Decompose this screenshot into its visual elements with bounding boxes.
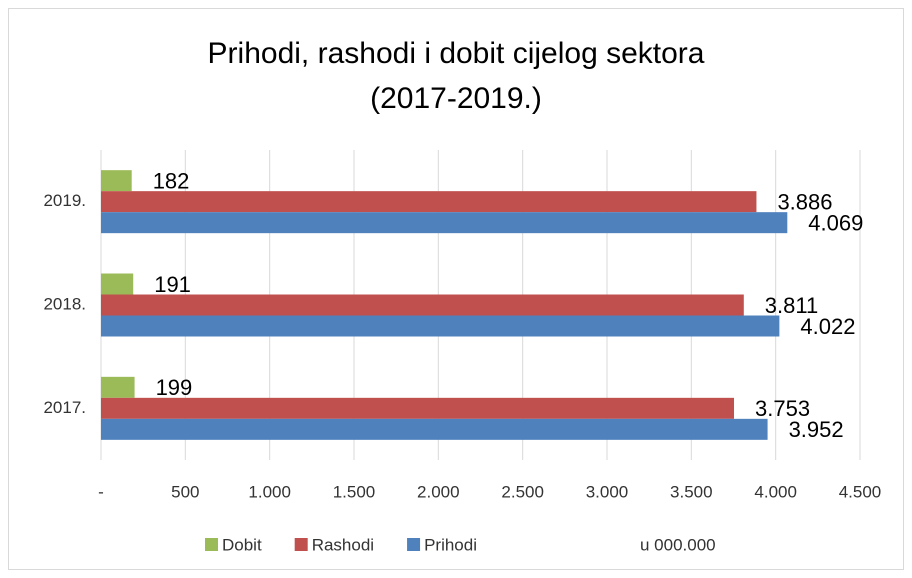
data-label: 4.022 bbox=[800, 314, 855, 339]
x-tick-label: 1.000 bbox=[248, 482, 291, 501]
legend-label: Prihodi bbox=[424, 535, 477, 554]
data-label: 3.811 bbox=[765, 293, 818, 318]
bar bbox=[101, 191, 757, 213]
unit-label: u 000.000 bbox=[640, 535, 716, 554]
x-tick-label: 3.000 bbox=[586, 482, 629, 501]
data-label: 182 bbox=[153, 168, 190, 193]
x-tick-label: 2.000 bbox=[417, 482, 460, 501]
data-label: 199 bbox=[156, 375, 193, 400]
chart-border bbox=[8, 8, 904, 570]
data-label: 191 bbox=[154, 272, 191, 297]
x-tick-label: 2.500 bbox=[501, 482, 544, 501]
legend-swatch bbox=[205, 538, 218, 551]
legend-swatch bbox=[407, 538, 421, 551]
bar bbox=[101, 212, 788, 234]
bar bbox=[101, 170, 132, 192]
legend-label: Rashodi bbox=[312, 535, 374, 554]
x-tick-label: - bbox=[98, 482, 104, 501]
legend-swatch bbox=[294, 538, 308, 551]
x-tick-label: 500 bbox=[171, 482, 199, 501]
data-label: 4.069 bbox=[808, 210, 863, 235]
bar bbox=[101, 376, 135, 398]
data-label: 3.952 bbox=[789, 417, 844, 442]
bar bbox=[101, 418, 768, 440]
bar bbox=[101, 294, 744, 316]
data-label: 3.753 bbox=[755, 396, 810, 421]
legend-label: Dobit bbox=[222, 535, 262, 554]
x-tick-label: 1.500 bbox=[333, 482, 376, 501]
x-tick-label: 3.500 bbox=[670, 482, 713, 501]
y-tick-label: 2017. bbox=[43, 398, 86, 417]
bar bbox=[101, 397, 735, 419]
data-label: 3.886 bbox=[777, 189, 832, 214]
x-tick-label: 4.000 bbox=[754, 482, 797, 501]
y-tick-label: 2018. bbox=[43, 294, 86, 313]
chart-title: (2017-2019.) bbox=[370, 82, 542, 115]
chart-title: Prihodi, rashodi i dobit cijelog sektora bbox=[208, 37, 705, 70]
bar bbox=[101, 315, 780, 337]
x-tick-label: 4.500 bbox=[839, 482, 882, 501]
y-tick-label: 2019. bbox=[43, 191, 86, 210]
bar bbox=[101, 273, 134, 295]
